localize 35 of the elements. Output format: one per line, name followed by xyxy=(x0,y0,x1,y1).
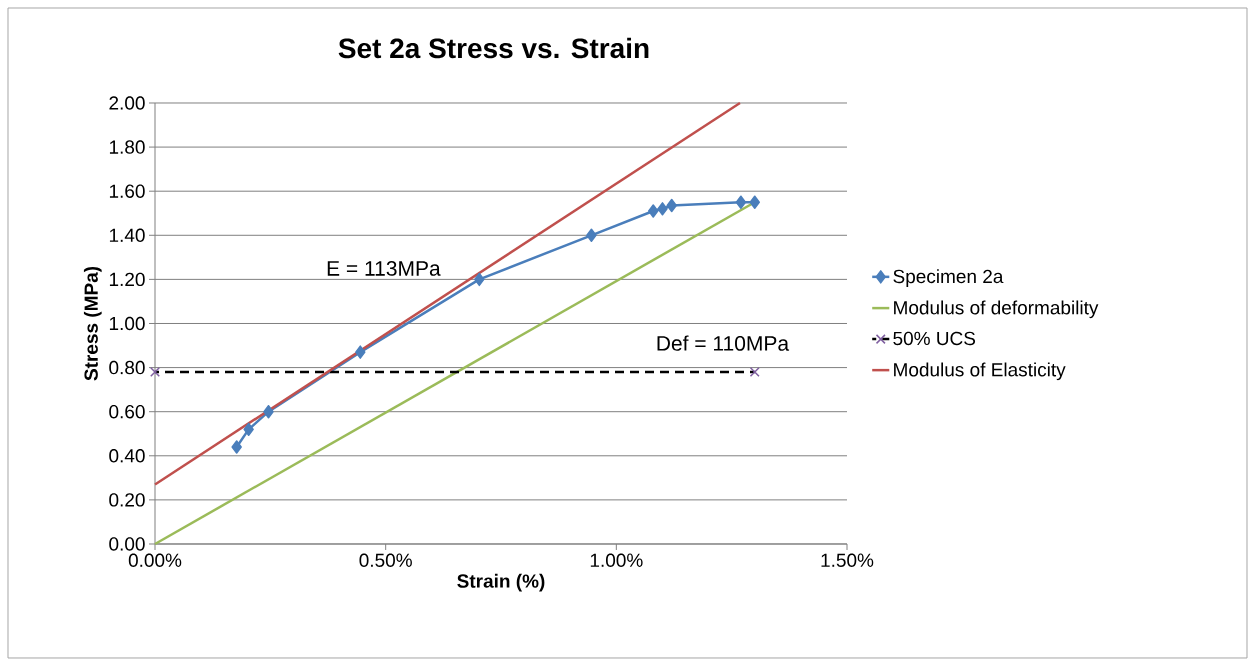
point xyxy=(735,195,747,209)
legend-label: 50% UCS xyxy=(893,331,976,346)
point xyxy=(355,345,366,359)
annotation: Def = 110MPa xyxy=(657,335,790,351)
point xyxy=(231,440,242,454)
y-tick-label: 1.60 xyxy=(109,184,145,198)
x-tick-label: 1.00% xyxy=(590,553,643,567)
y-tick-label: 0.80 xyxy=(109,360,145,375)
legend-label: Specimen 2a xyxy=(893,269,1004,287)
y-tick-label: 1.40 xyxy=(109,228,145,243)
x-tick-label: 0.50% xyxy=(359,553,412,567)
y-tick-label: 0.60 xyxy=(109,404,145,419)
x-axis-title: Strain (%) xyxy=(457,573,545,592)
chart-title: Set 2a Stress vs. Strain xyxy=(338,37,649,59)
y-axis-title: Stress (MPa) xyxy=(83,266,102,381)
annotation: E = 113MPa xyxy=(327,260,441,276)
y-tick-label: 0.40 xyxy=(109,449,145,463)
y-tick-label: 1.20 xyxy=(109,272,145,287)
point xyxy=(243,422,254,437)
legend-label: Modulus of deformability xyxy=(894,300,1099,319)
y-tick-label: 1.80 xyxy=(109,140,145,154)
y-tick-label: 0.00 xyxy=(109,537,145,551)
y-tick-label: 0.20 xyxy=(109,493,145,507)
y-tick-label: 2.00 xyxy=(109,96,145,110)
x-tick-label: 1.50% xyxy=(821,553,874,567)
point xyxy=(666,198,677,213)
point xyxy=(657,202,668,216)
legend-label: Modulus of Elasticity xyxy=(894,362,1066,381)
y-tick-label: 1.00 xyxy=(109,316,145,331)
point xyxy=(263,404,274,419)
point xyxy=(474,272,485,287)
point xyxy=(586,228,597,243)
point xyxy=(749,195,760,209)
point xyxy=(648,204,659,218)
x-tick-label: 0.00% xyxy=(128,553,182,567)
